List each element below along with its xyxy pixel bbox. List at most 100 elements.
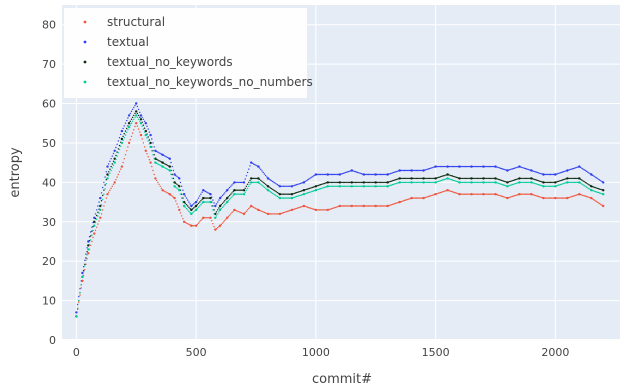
series-trace: [205, 190, 207, 193]
series-trace: [414, 177, 416, 180]
series-trace: [232, 210, 234, 212]
series-trace: [407, 198, 409, 200]
series-trace: [546, 173, 548, 176]
data-point: [154, 157, 157, 160]
series-trace: [569, 181, 571, 184]
series-trace: [575, 194, 577, 197]
series-trace: [560, 197, 562, 199]
series-trace: [510, 184, 512, 186]
series-trace: [170, 161, 172, 164]
series-trace: [261, 170, 263, 172]
series-trace: [274, 213, 276, 215]
series-trace: [558, 180, 560, 182]
x-tick-labels: 0 500 1000 1500 2000: [73, 346, 569, 359]
series-trace: [293, 208, 295, 210]
series-trace: [294, 196, 297, 198]
data-point: [178, 177, 181, 180]
series-trace: [330, 208, 333, 210]
series-trace: [539, 184, 541, 186]
series-trace: [513, 183, 516, 185]
series-trace: [240, 181, 243, 184]
series-trace: [415, 169, 418, 172]
series-trace: [220, 207, 222, 210]
series-trace: [321, 187, 323, 189]
series-trace: [246, 171, 249, 174]
series-trace: [193, 225, 195, 227]
series-trace: [110, 187, 112, 189]
data-point: [278, 193, 282, 196]
series-trace: [503, 184, 505, 186]
series-trace: [596, 177, 598, 180]
series-trace: [300, 206, 303, 208]
series-trace: [402, 181, 404, 184]
series-trace: [85, 263, 87, 265]
series-trace: [182, 201, 184, 203]
series-trace: [437, 165, 439, 168]
series-trace: [515, 194, 517, 197]
data-point: [202, 189, 205, 192]
series-trace: [252, 206, 255, 208]
series-trace: [583, 195, 585, 197]
series-trace: [547, 173, 549, 176]
series-trace: [201, 191, 203, 193]
series-trace: [78, 299, 80, 302]
series-trace: [594, 190, 596, 193]
series-trace: [97, 205, 99, 207]
series-trace: [272, 188, 274, 191]
series-trace: [588, 184, 590, 186]
series-trace: [584, 195, 586, 197]
series-trace: [402, 177, 404, 180]
series-trace: [416, 181, 419, 184]
series-trace: [473, 181, 475, 184]
series-trace: [360, 185, 363, 187]
series-trace: [105, 183, 108, 185]
series-trace: [348, 181, 351, 184]
series-trace: [96, 214, 98, 217]
series-trace: [230, 197, 232, 199]
series-trace: [598, 202, 601, 205]
series-trace: [112, 152, 115, 155]
series-trace: [343, 185, 346, 187]
series-trace: [298, 191, 300, 193]
data-point: [168, 193, 171, 196]
series-trace: [262, 185, 264, 187]
series-trace: [474, 177, 476, 180]
series-trace: [394, 179, 396, 181]
series-trace: [275, 183, 277, 185]
series-trace: [527, 181, 529, 184]
series-trace: [273, 193, 275, 195]
series-trace: [285, 193, 287, 195]
series-trace: [533, 178, 535, 180]
series-trace: [521, 193, 523, 195]
series-trace: [480, 177, 482, 180]
series-trace: [244, 178, 246, 180]
series-trace: [559, 184, 561, 186]
series-trace: [478, 193, 480, 195]
series-trace: [212, 205, 214, 207]
series-trace: [134, 104, 136, 107]
series-trace: [110, 165, 112, 168]
series-trace: [498, 182, 500, 185]
series-trace: [383, 181, 385, 184]
series-trace: [249, 206, 251, 208]
series-trace: [308, 178, 310, 180]
series-trace: [499, 195, 501, 197]
data-point: [290, 208, 294, 212]
series-trace: [127, 146, 129, 148]
series-trace: [335, 185, 337, 187]
series-trace: [512, 183, 515, 185]
series-trace: [353, 185, 355, 187]
series-trace: [104, 201, 106, 203]
series-trace: [329, 173, 331, 176]
series-trace: [430, 167, 432, 169]
series-trace: [402, 200, 404, 202]
series-trace: [136, 112, 139, 115]
series-trace: [366, 185, 368, 187]
series-trace: [504, 196, 506, 198]
data-point: [250, 204, 253, 208]
data-point: [106, 165, 109, 168]
series-trace: [118, 148, 121, 151]
series-trace: [255, 164, 257, 166]
series-trace: [575, 181, 577, 184]
series-trace: [238, 181, 240, 184]
